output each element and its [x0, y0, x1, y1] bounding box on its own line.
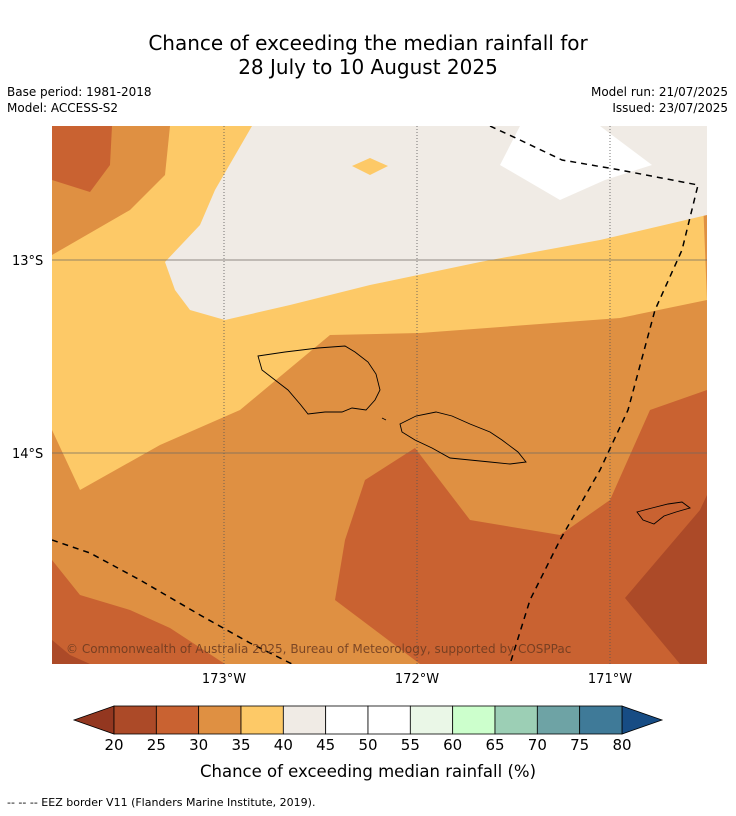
- colorbar: 20 25 30 35 40 45 50 55 60 65 70 75 80: [72, 705, 664, 754]
- region-20-25-se: [625, 495, 707, 664]
- base-period-text: Base period: 1981-2018: [7, 85, 152, 99]
- region-20-25-sw: [52, 640, 90, 664]
- colorbar-segment: [113, 705, 157, 735]
- chart-title-line1: Chance of exceeding the median rainfall …: [148, 31, 588, 55]
- lat-label-13s: 13°S: [12, 254, 43, 269]
- colorbar-tick-label: 75: [570, 736, 589, 754]
- colorbar-segment: [494, 705, 538, 735]
- colorbar-tick-label: 30: [189, 736, 208, 754]
- lon-label-171w: 171°W: [588, 672, 632, 687]
- colorbar-segment: [409, 705, 454, 735]
- info-right: Model run: 21/07/2025 Issued: 23/07/2025: [591, 84, 728, 116]
- colorbar-tick-label: 55: [401, 736, 420, 754]
- colorbar-tick-label: 20: [104, 736, 123, 754]
- colorbar-tick-label: 65: [485, 736, 504, 754]
- colorbar-tick-label: 25: [147, 736, 166, 754]
- colorbar-segment: [536, 705, 581, 735]
- region-25-30-nw: [52, 126, 112, 192]
- colorbar-tick-label: 70: [528, 736, 547, 754]
- region-35-40-blob: [352, 158, 388, 175]
- colorbar-segment: [367, 705, 411, 735]
- chart-title-line2: 28 July to 10 August 2025: [238, 55, 498, 79]
- map-area: [52, 126, 707, 664]
- lon-label-173w: 173°W: [202, 672, 246, 687]
- tutuila-island: [636, 501, 691, 525]
- eez-border: [52, 126, 699, 664]
- colorbar-over-triangle: [621, 705, 664, 735]
- colorbar-segment: [282, 705, 327, 735]
- colorbar-segment: [240, 705, 284, 735]
- colorbar-tick-label: 45: [316, 736, 335, 754]
- eez-legend-text: -- -- -- EEZ border V11 (Flanders Marine…: [7, 796, 316, 809]
- colorbar-tick-label: 60: [443, 736, 462, 754]
- upolu-island: [399, 411, 527, 465]
- model-text: Model: ACCESS-S2: [7, 101, 119, 115]
- manono-island: [381, 417, 387, 421]
- savaii-island: [257, 345, 381, 415]
- colorbar-tick-label: 80: [612, 736, 631, 754]
- model-run-text: Model run: 21/07/2025: [590, 85, 728, 99]
- colorbar-segment: [452, 705, 496, 735]
- lat-label-14s: 14°S: [12, 447, 43, 462]
- colorbar-title: Chance of exceeding median rainfall (%): [199, 762, 537, 781]
- region-25-30-south: [335, 390, 707, 664]
- region-25-30-sw: [52, 560, 225, 664]
- colorbar-segment: [579, 705, 623, 735]
- colorbar-segment: [155, 705, 200, 735]
- colorbar-tick-label: 35: [231, 736, 250, 754]
- colorbar-tick-label: 40: [274, 736, 293, 754]
- copyright-text: © Commonwealth of Australia 2025, Bureau…: [66, 642, 571, 656]
- colorbar-segment: [198, 705, 242, 735]
- info-left: Base period: 1981-2018 Model: ACCESS-S2: [7, 84, 152, 116]
- colorbar-tick-label: 50: [358, 736, 377, 754]
- colorbar-segment: [325, 705, 369, 735]
- coastlines: [257, 345, 691, 525]
- issued-text: Issued: 23/07/2025: [612, 101, 728, 115]
- lon-label-172w: 172°W: [395, 672, 439, 687]
- colorbar-under-triangle: [72, 705, 115, 735]
